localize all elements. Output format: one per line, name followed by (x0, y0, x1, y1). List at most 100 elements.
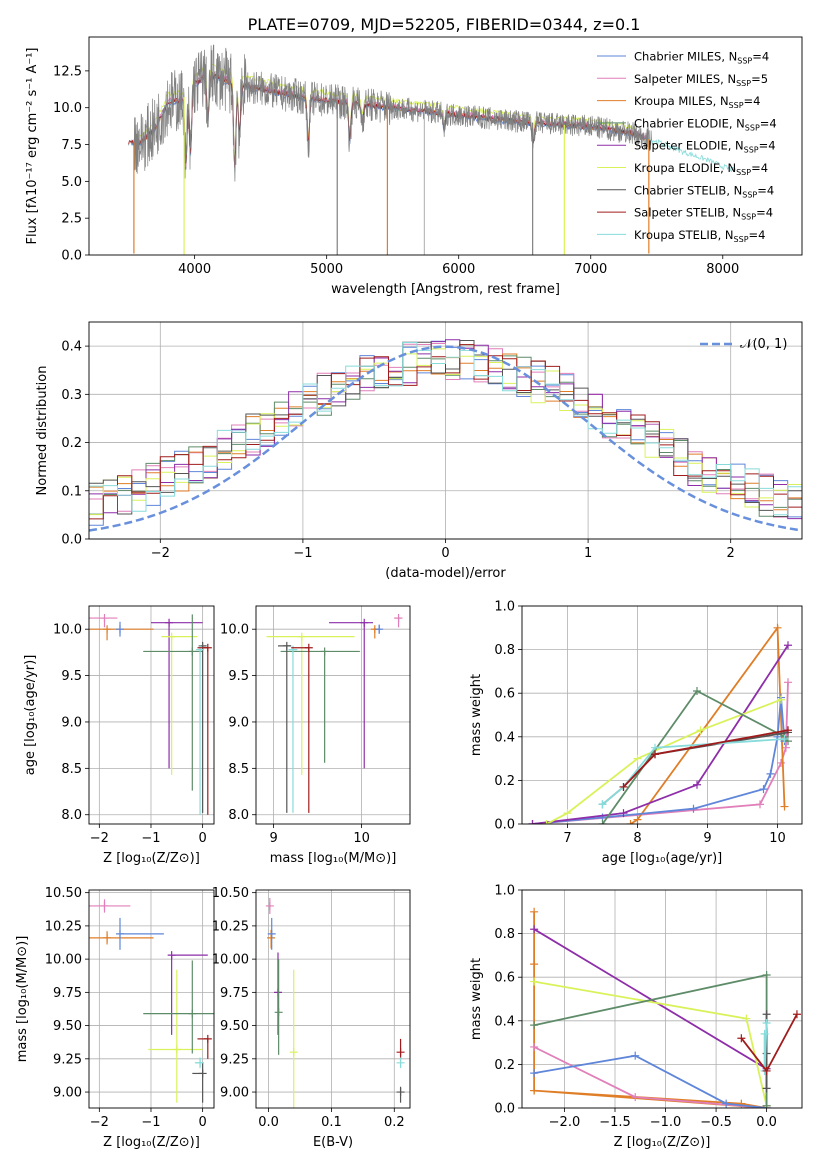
weight-point (781, 743, 790, 752)
mass_ebv-ytick-label: 9.25 (220, 1052, 249, 1067)
spectrum-plot-area (128, 44, 736, 255)
spectrum-xtick-label: 8000 (706, 262, 739, 277)
errorbar-marker (100, 901, 109, 910)
weight-point (633, 815, 642, 824)
mass_Z-ytick-label: 10.50 (45, 886, 82, 901)
residuals-ylabel: Normed distribution (35, 366, 50, 496)
weight-point (722, 1099, 731, 1108)
weight-point (633, 754, 642, 763)
age_Z-frame (88, 605, 215, 825)
weight-point (651, 750, 659, 759)
legend-label: Kroupa ELODIE, NSSP=4 (634, 161, 768, 177)
mass_ebv-xlabel: E(B-V) (313, 1135, 353, 1150)
age-mass-panel: 9 10 8.0 8.5 9.0 9.5 10.0 mass [log₁₀(M/M⊙)] (220, 605, 411, 866)
residuals-xtick-label: 1 (584, 546, 592, 561)
mass_Z-frame (88, 889, 215, 1109)
weight-line (533, 1046, 767, 1108)
age_mass-ytick-label: 9.5 (228, 669, 249, 684)
mass_Z-ytick-label: 9.50 (53, 1019, 82, 1034)
errorbar-marker (165, 618, 174, 627)
errorbar-marker (115, 929, 124, 938)
age_mass-ytick-label: 8.5 (228, 762, 249, 777)
weight_age-grid (522, 605, 802, 825)
weight-line (533, 911, 767, 1108)
mass_Z-ytick-label: 9.25 (53, 1052, 82, 1067)
mass_Z-grid (89, 890, 214, 1108)
errorbar-marker (375, 625, 384, 634)
weight_Z-xtick-label: −0.5 (700, 1115, 732, 1130)
weight_Z-ylabel: mass weight (469, 958, 484, 1040)
age_Z-grid (89, 606, 214, 824)
mass_ebv-ytick-label: 9.00 (220, 1086, 249, 1101)
legend-label: Kroupa MILES, NSSP=4 (634, 94, 760, 110)
legend-label: Chabrier ELODIE, NSSP=4 (634, 116, 777, 132)
errorbar-marker (297, 632, 306, 641)
weight-point (619, 782, 628, 791)
figure-title: PLATE=0709, MJD=52205, FIBERID=0344, z=0… (248, 15, 641, 34)
age-Z-panel: −2 −1 0 8.0 8.5 9.0 9.5 10.0 Z [log₁₀(Z/Z⊙)] age … (23, 605, 215, 866)
weight-line (533, 973, 768, 1106)
weight_age-xlabel: age [log₁₀(age/yr)] (602, 851, 723, 866)
weight-point (530, 925, 539, 934)
age_mass-plot-area (266, 614, 403, 813)
errorbar-marker (288, 645, 297, 654)
weight-point (530, 1086, 539, 1095)
age_Z-ytick-label: 8.5 (61, 762, 82, 777)
spectrum-ytick-label: 5.0 (61, 175, 82, 190)
errorbar-marker (203, 643, 212, 652)
weight_Z-ytick-label: 0.4 (494, 1014, 515, 1029)
mass-Z-panel: −2 −1 0 9.00 9.25 9.50 9.75 10.00 10.25 10.50 Z [l… (15, 886, 215, 1150)
weight-point (792, 1010, 801, 1019)
weight_age-ytick-label: 0.2 (494, 774, 515, 789)
weight-point (762, 971, 771, 980)
spectrum-ytick-label: 10.0 (53, 101, 82, 116)
errorbar-marker (188, 1009, 197, 1018)
weight-point (762, 1084, 771, 1093)
spectrum-xtick-label: 6000 (442, 262, 475, 277)
errorbar-marker (100, 614, 109, 623)
errorbar-marker (274, 1008, 283, 1017)
age_Z-xtick-label: 0 (198, 831, 206, 846)
errorbar-marker (265, 901, 274, 910)
age_Z-plot-area (89, 614, 212, 815)
weight-age-panel: 7 8 9 10 0.0 0.2 0.4 0.6 0.8 1.0 age [log₁₀(age/yr… (469, 600, 803, 866)
mass_ebv-xtick-label: 0.2 (384, 1115, 405, 1130)
weight-point (619, 809, 628, 818)
legend-label: Salpeter ELODIE, NSSP=4 (634, 139, 776, 155)
residuals-xtick-label: −1 (293, 546, 312, 561)
errorbar-marker (188, 647, 197, 656)
weight-point (598, 820, 607, 824)
spectrum-xtick-label: 7000 (574, 262, 607, 277)
weight_age-ylabel: mass weight (469, 674, 484, 756)
weight-point (773, 623, 782, 632)
errorbar-marker (274, 988, 282, 997)
spectrum-xtick-label: 5000 (310, 262, 343, 277)
mass_Z-xlabel: Z [log₁₀(Z/Z⊙)] (103, 1135, 200, 1150)
weight-point (762, 1018, 771, 1027)
errorbar-marker (115, 625, 124, 634)
weight-point (766, 769, 775, 778)
residuals-ytick-label: 0.3 (61, 388, 82, 403)
weight-point (737, 1034, 746, 1043)
errorbar-marker (282, 641, 291, 650)
age_mass-xlabel: mass [log₁₀(M/M⊙)] (270, 851, 397, 866)
weight-point (693, 687, 701, 696)
weight_Z-ytick-label: 0.8 (494, 927, 515, 942)
errorbar-marker (320, 647, 329, 656)
weight_age-xtick-label: 7 (563, 831, 571, 846)
weight_age-ytick-label: 1.0 (494, 600, 515, 615)
weight-point (563, 809, 572, 818)
weight_Z-ytick-label: 0.6 (494, 971, 515, 986)
errorbar-marker (267, 929, 276, 938)
age_Z-ytick-label: 8.0 (61, 808, 82, 823)
mass_ebv-ytick-label: 10.00 (212, 953, 249, 968)
spectrum-ytick-label: 0.0 (61, 249, 82, 264)
weight-line (601, 738, 785, 806)
mass_ebv-xtick-label: 0.0 (258, 1115, 279, 1130)
weight-point (598, 800, 607, 809)
mass_Z-xtick-label: −2 (90, 1115, 109, 1130)
weight-line (532, 697, 786, 824)
weight-point (530, 1021, 539, 1030)
mass_Z-ytick-label: 10.25 (45, 919, 82, 934)
